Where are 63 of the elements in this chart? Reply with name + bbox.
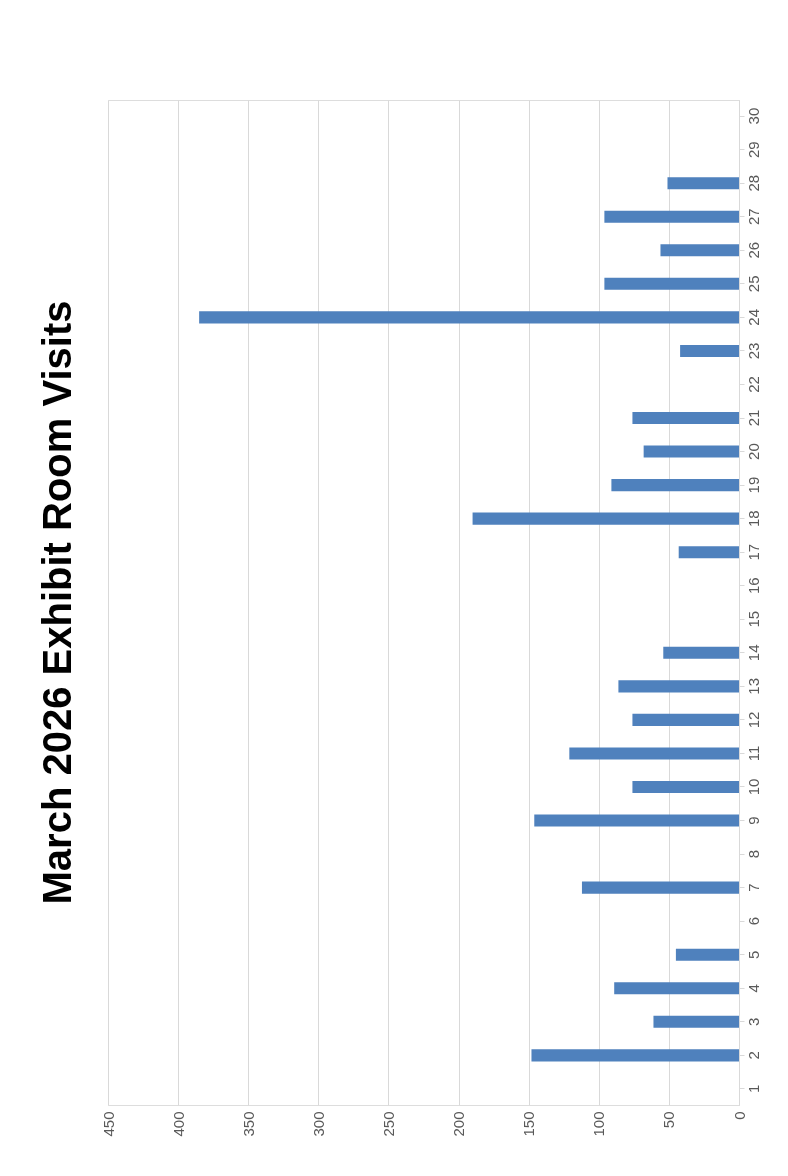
x-tick-label: 150 <box>520 1111 538 1137</box>
bar <box>472 512 739 525</box>
x-tick-label: 300 <box>309 1111 327 1137</box>
bar <box>680 344 739 357</box>
y-tick-label: 17 <box>744 543 762 561</box>
x-tick-label: 400 <box>169 1111 187 1137</box>
bar <box>618 680 739 693</box>
y-tick-label: 27 <box>744 208 762 226</box>
y-tick-label: 29 <box>744 141 762 158</box>
bar <box>199 311 739 324</box>
x-tick-label: 50 <box>660 1111 678 1129</box>
bar <box>534 814 739 827</box>
x-tick-label: 100 <box>590 1111 608 1137</box>
bar <box>614 982 739 995</box>
bar <box>663 646 739 659</box>
y-tick-label: 5 <box>744 950 762 959</box>
x-tick-label: 450 <box>99 1111 117 1137</box>
y-tick-label: 7 <box>744 883 762 892</box>
y-tick-label: 6 <box>744 917 762 926</box>
y-tick-label: 12 <box>744 711 762 729</box>
bar <box>678 546 739 559</box>
bar <box>632 780 739 794</box>
bar <box>604 277 739 290</box>
y-tick-label: 14 <box>744 644 762 662</box>
y-tick-label: 13 <box>744 678 762 695</box>
y-tick-label: 10 <box>744 778 762 796</box>
y-tick-label: 18 <box>744 510 762 527</box>
bar <box>632 411 739 425</box>
bar <box>531 1049 739 1062</box>
y-tick-label: 22 <box>744 376 762 393</box>
y-tick-label: 20 <box>744 443 762 460</box>
y-tick-label: 15 <box>744 610 762 628</box>
x-tick-label: 200 <box>450 1111 468 1137</box>
y-tick-label: 21 <box>744 409 762 427</box>
bar <box>632 713 739 726</box>
bar <box>643 445 739 458</box>
bar <box>660 244 739 257</box>
x-tick-label: 0 <box>730 1111 748 1120</box>
y-tick-label: 19 <box>744 476 762 494</box>
y-tick-label: 28 <box>744 174 762 192</box>
y-tick-label: 16 <box>744 577 762 595</box>
bar <box>611 479 739 492</box>
bar <box>604 210 739 223</box>
y-tick-label: 8 <box>744 849 762 859</box>
y-tick-label: 23 <box>744 342 762 360</box>
y-tick-label: 9 <box>744 816 762 825</box>
bar <box>653 1015 739 1028</box>
y-tick-label: 30 <box>744 107 762 125</box>
x-tick-label: 250 <box>379 1111 397 1137</box>
y-tick-label: 24 <box>744 309 762 326</box>
y-tick-label: 25 <box>744 275 762 293</box>
bar <box>675 948 739 961</box>
y-tick-label: 11 <box>744 745 762 762</box>
y-tick-label: 4 <box>744 984 762 993</box>
bar <box>569 747 739 760</box>
y-tick-label: 1 <box>744 1084 762 1094</box>
y-tick-label: 3 <box>744 1017 762 1026</box>
text: March 2026 Exhibit Room Visits <box>35 300 79 905</box>
bar <box>581 881 739 894</box>
x-tick-label: 350 <box>239 1111 257 1137</box>
bar <box>667 177 739 190</box>
y-tick-label: 2 <box>744 1051 762 1060</box>
y-tick-label: 26 <box>744 241 762 259</box>
